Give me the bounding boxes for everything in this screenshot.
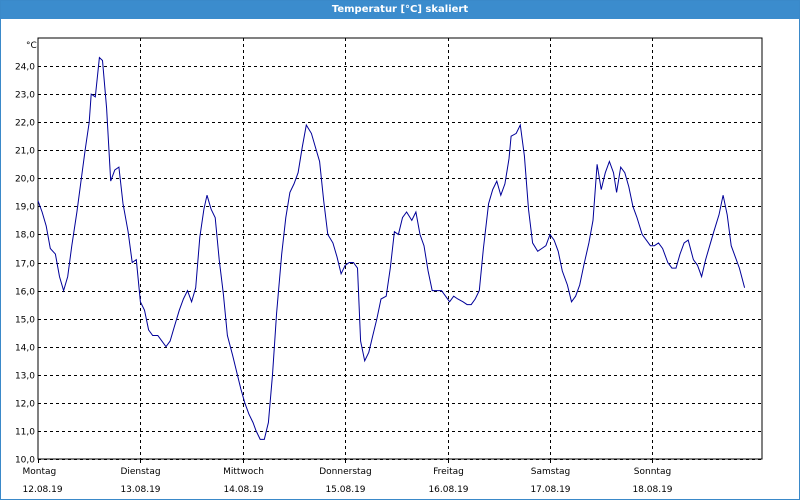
x-tick-day-label: Samstag xyxy=(531,467,570,477)
y-axis-label: °C xyxy=(26,41,37,51)
grid-layer xyxy=(38,38,762,460)
x-axis: Montag 12.08.19 Dienstag 13.08.19 Mittwoch 14… xyxy=(23,459,673,495)
y-tick-label: 11,0 xyxy=(15,428,35,438)
x-tick-date-label: 18.08.19 xyxy=(632,485,672,495)
y-tick-label: 15,0 xyxy=(15,316,35,326)
x-tick-date-label: 16.08.19 xyxy=(428,485,468,495)
y-tick-label: 22,0 xyxy=(15,119,35,129)
window-title: Temperatur [°C] skaliert xyxy=(1,1,799,19)
x-tick-day-label: Sonntag xyxy=(634,467,671,477)
y-tick-label: 21,0 xyxy=(15,147,35,157)
y-axis: 10,0 11,0 12,0 13,0 14,0 15,0 16,0 17,0 18,0 19,0… xyxy=(15,63,35,466)
x-tick-day-label: Montag xyxy=(23,467,57,477)
x-tick-day-label: Mittwoch xyxy=(223,467,264,477)
y-tick-label: 20,0 xyxy=(15,175,35,185)
temperature-series-line xyxy=(37,56,746,440)
x-tick-day-label: Dienstag xyxy=(120,467,160,477)
x-tick-date-label: 13.08.19 xyxy=(120,485,160,495)
x-tick-date-label: 15.08.19 xyxy=(325,485,365,495)
x-tick-date-label: 17.08.19 xyxy=(530,485,570,495)
y-tick-label: 13,0 xyxy=(15,372,35,382)
y-tick-label: 10,0 xyxy=(15,456,35,466)
plot-frame xyxy=(37,37,763,460)
x-tick-day-label: Donnerstag xyxy=(319,467,372,477)
y-tick-label: 18,0 xyxy=(15,231,35,241)
y-tick-label: 12,0 xyxy=(15,400,35,410)
y-tick-label: 16,0 xyxy=(15,288,35,298)
y-tick-label: 17,0 xyxy=(15,260,35,270)
x-tick-date-label: 12.08.19 xyxy=(23,485,63,495)
y-tick-label: 24,0 xyxy=(15,63,35,73)
y-tick-label: 23,0 xyxy=(15,91,35,101)
y-tick-label: 14,0 xyxy=(15,344,35,354)
y-tick-label: 19,0 xyxy=(15,203,35,213)
x-tick-date-label: 14.08.19 xyxy=(223,485,263,495)
x-tick-day-label: Freitag xyxy=(433,467,464,477)
